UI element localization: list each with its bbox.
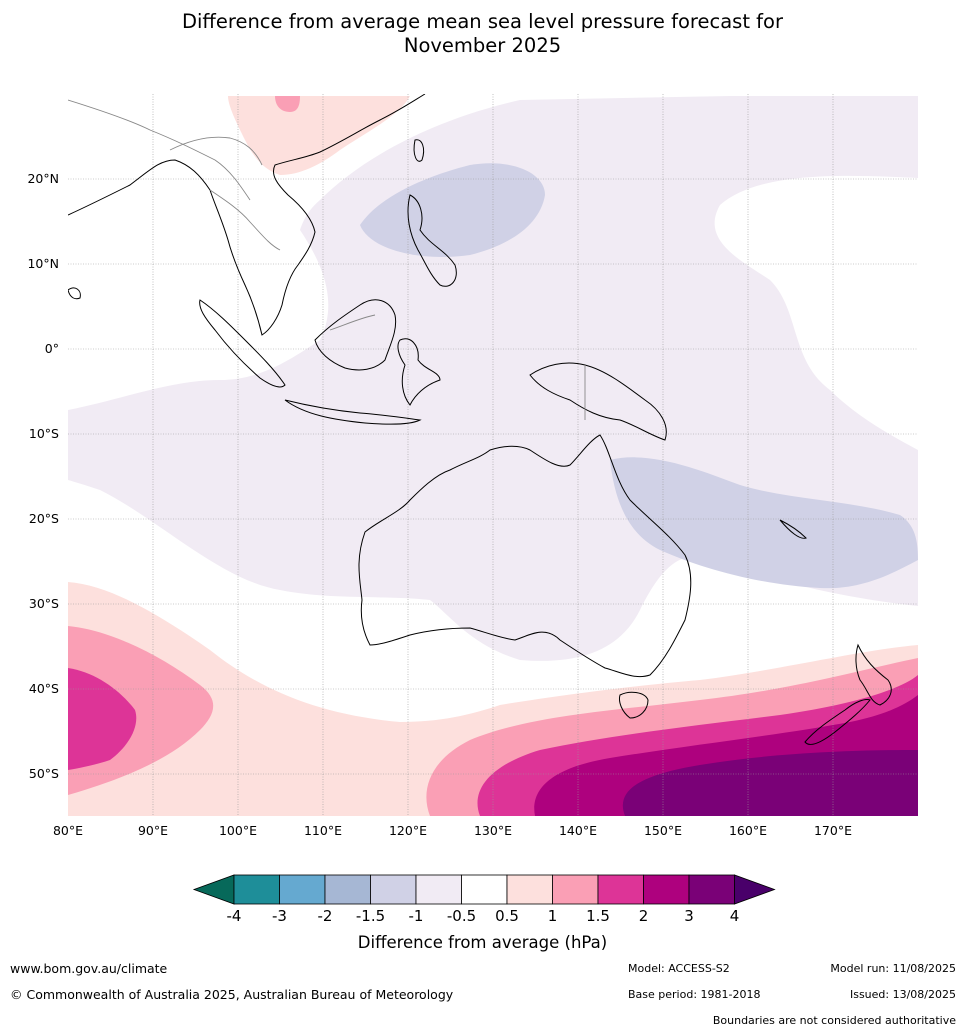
contour-pos-north bbox=[228, 96, 410, 175]
map-title-line1: Difference from average mean sea level p… bbox=[182, 10, 783, 33]
coast-sulawesi bbox=[397, 338, 441, 406]
lon-label-100e: 100°E bbox=[218, 823, 257, 838]
coast-new-zealand-south bbox=[804, 699, 871, 745]
colorbar-tick-label: 1.5 bbox=[586, 907, 610, 925]
lon-label-160e: 160°E bbox=[728, 823, 767, 838]
colorbar-tick-label: 2 bbox=[638, 907, 649, 925]
lon-label-110e: 110°E bbox=[303, 823, 342, 838]
colorbar-tick-label: 4 bbox=[729, 907, 740, 925]
coast-java bbox=[284, 399, 422, 425]
coast-sri-lanka bbox=[68, 287, 81, 300]
coast-sumatra bbox=[199, 299, 286, 388]
coast-philippines bbox=[407, 194, 457, 287]
coast-new-caledonia bbox=[779, 519, 807, 539]
lon-label-80e: 80°E bbox=[52, 823, 84, 838]
contour-neg-1-north bbox=[360, 163, 545, 257]
lon-label-170e: 170°E bbox=[813, 823, 852, 838]
lon-label-90e: 90°E bbox=[137, 823, 169, 838]
colorbar-tick-label: -4 bbox=[226, 907, 242, 925]
lat-label-10n: 10°N bbox=[27, 256, 59, 271]
country-borders bbox=[68, 99, 586, 420]
colorbar-tick-label: -2 bbox=[317, 907, 333, 925]
footer-base-period: Base period: 1981-2018 bbox=[628, 988, 761, 1001]
colorbar-tick-label: 0.5 bbox=[495, 907, 519, 925]
footer-url[interactable]: www.bom.gov.au/climate bbox=[10, 961, 168, 976]
colorbar-tick-label: 1 bbox=[547, 907, 558, 925]
colorbar-title: Difference from average (hPa) bbox=[357, 933, 608, 952]
footer-disclaimer: Boundaries are not considered authoritat… bbox=[712, 1014, 956, 1027]
contour-neg-1-east bbox=[610, 457, 918, 589]
coast-new-zealand-north bbox=[855, 643, 892, 706]
footer-model: Model: ACCESS-S2 bbox=[628, 962, 730, 975]
coast-borneo bbox=[314, 299, 397, 371]
coast-australia bbox=[358, 434, 692, 678]
lon-label-130e: 130°E bbox=[473, 823, 512, 838]
lat-label-10s: 10°S bbox=[28, 426, 59, 441]
footer-issued: Issued: 13/08/2025 bbox=[849, 988, 956, 1001]
contour-pos-north-inner bbox=[275, 96, 300, 112]
contour-pos-3 bbox=[622, 750, 918, 816]
colorbar-tick-label: -1.5 bbox=[355, 907, 386, 925]
lat-label-0: 0° bbox=[44, 341, 59, 356]
lon-label-150e: 150°E bbox=[643, 823, 682, 838]
colorbar-tick-label: -1 bbox=[408, 907, 424, 925]
lat-label-20s: 20°S bbox=[28, 511, 59, 526]
coastlines bbox=[68, 94, 892, 745]
lat-label-30s: 30°S bbox=[28, 596, 59, 611]
lon-label-120e: 120°E bbox=[388, 823, 427, 838]
lat-label-40s: 40°S bbox=[28, 681, 59, 696]
coast-taiwan bbox=[413, 139, 425, 162]
footer-copyright: © Commonwealth of Australia 2025, Austra… bbox=[10, 987, 454, 1002]
coast-mainland-asia bbox=[68, 94, 426, 336]
lon-label-140e: 140°E bbox=[558, 823, 597, 838]
lat-label-20n: 20°N bbox=[27, 171, 59, 186]
footer-model-run: Model run: 11/08/2025 bbox=[830, 962, 956, 975]
colorbar-tick-label: -3 bbox=[272, 907, 287, 925]
colorbar-tick-label: -0.5 bbox=[446, 907, 477, 925]
colorbar-tick-label: 3 bbox=[684, 907, 694, 925]
contour-pos-1-5 bbox=[68, 668, 137, 770]
map-title: Difference from average mean sea level p… bbox=[0, 10, 965, 58]
graticule bbox=[68, 94, 918, 816]
coast-tasmania bbox=[619, 691, 649, 719]
lat-label-50s: 50°S bbox=[28, 766, 59, 781]
map-title-line2: November 2025 bbox=[403, 34, 562, 57]
